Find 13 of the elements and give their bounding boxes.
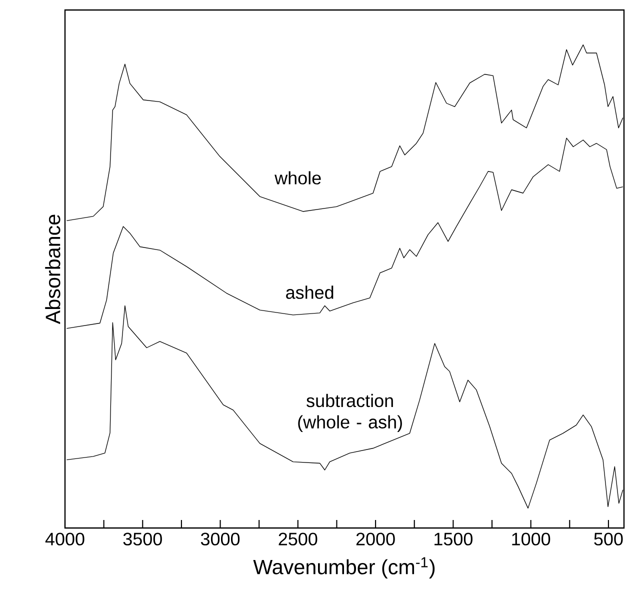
series-label: whole [274, 171, 321, 184]
x-tick-label: 2000 [356, 532, 395, 546]
y-axis-title: Absorbance [45, 214, 60, 324]
x-tick-label: 3000 [200, 532, 240, 546]
x-tick-label: 3500 [123, 532, 162, 546]
x-tick-label: 500 [594, 532, 623, 546]
x-tick-label: 1000 [512, 532, 550, 546]
x-tick-label: 2500 [278, 532, 318, 546]
x-axis-title: Wavenumber (cm$^{-1}$) [253, 557, 435, 578]
series-label: ashed [286, 286, 334, 299]
x-tick-label: 1500 [434, 532, 472, 546]
series-label: subtraction (whole - ash) [298, 394, 402, 432]
x-tick-label: 4000 [45, 532, 84, 546]
